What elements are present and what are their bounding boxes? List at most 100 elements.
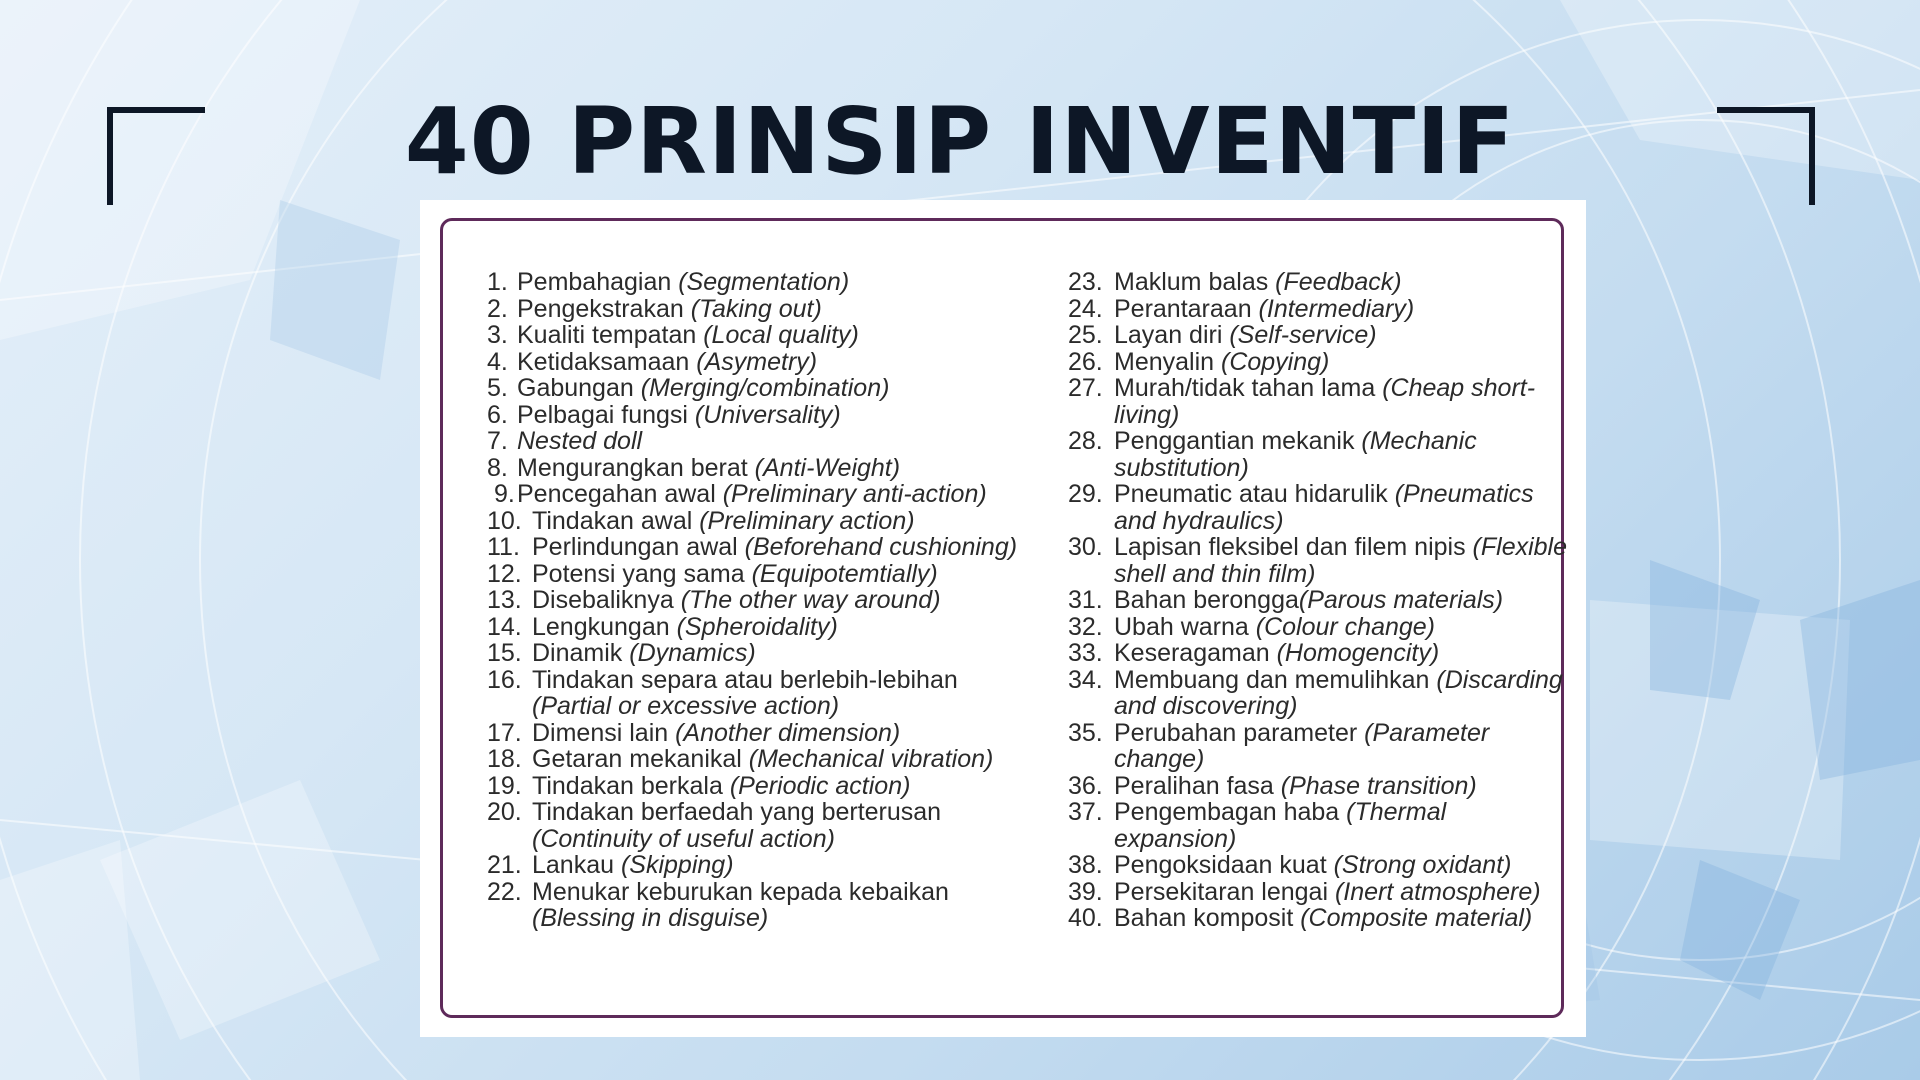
- principle-item: 12. Potensi yang sama (Equipotemtially): [487, 559, 1027, 588]
- principle-text: Tindakan berkala (Periodic action): [532, 771, 1027, 800]
- principle-english-term: (Blessing in disguise): [532, 904, 769, 932]
- principle-english-term: (Segmentation): [678, 268, 850, 296]
- principle-text: Lapisan fleksibel dan filem nipis (Flexi…: [1114, 534, 1568, 587]
- principle-number: 11.: [487, 533, 520, 561]
- principle-number: 21.: [487, 851, 522, 879]
- principle-item: 6. Pelbagai fungsi (Universality): [487, 400, 1027, 429]
- principle-malay-term: Bahan berongga: [1114, 586, 1299, 614]
- principle-english-term: (Mechanic substitution): [1114, 427, 1477, 482]
- principle-text: Persekitaran lengai (Inert atmosphere): [1114, 877, 1568, 906]
- principle-text: Menukar keburukan kepada kebaikan (Bless…: [532, 878, 1027, 932]
- principle-item: 20. Tindakan berfaedah yang berterusan (C…: [487, 799, 1027, 852]
- principle-text: Mengurangkan berat (Anti-Weight): [517, 453, 1027, 482]
- principle-malay-term: Perlindungan awal: [532, 533, 745, 561]
- principle-number: 23.: [1068, 268, 1103, 296]
- principle-malay-term: Menyalin: [1114, 347, 1221, 376]
- principle-text: Tindakan berfaedah yang berterusan (Cont…: [532, 799, 1027, 852]
- principle-malay-term: Lengkungan: [532, 612, 677, 641]
- principle-item: 5. Gabungan (Merging/combination): [487, 375, 1027, 402]
- principle-text: Dimensi lain (Another dimension): [532, 718, 1027, 747]
- principle-english-term: (Feedback): [1275, 268, 1402, 296]
- principle-malay-term: Keseragaman: [1114, 639, 1277, 667]
- principle-number: 10.: [487, 506, 522, 535]
- principle-number: 17.: [487, 718, 522, 747]
- principle-number: 36.: [1068, 771, 1103, 800]
- principle-item: 17. Dimensi lain (Another dimension): [487, 718, 1027, 747]
- principle-text: Tindakan awal (Preliminary action): [532, 506, 1027, 535]
- principle-item: 15. Dinamik (Dynamics): [487, 640, 1027, 667]
- principle-item: 28. Penggantian mekanik (Mechanic substit…: [1068, 428, 1568, 481]
- principle-english-term: (Flexible shell and thin film): [1114, 533, 1568, 588]
- principle-malay-term: Gabungan: [517, 374, 641, 402]
- principle-text: Pembahagian (Segmentation): [517, 269, 1027, 296]
- principle-english-term: (Discarding and discovering): [1114, 665, 1563, 720]
- principle-malay-term: Membuang dan memulihkan: [1114, 665, 1437, 694]
- principle-text: Murah/tidak tahan lama (Cheap short-livi…: [1114, 375, 1568, 428]
- principle-text: Membuang dan memulihkan (Discarding and …: [1114, 665, 1568, 720]
- principle-text: Bahan komposit (Composite material): [1114, 905, 1568, 932]
- principle-number: 26.: [1068, 347, 1103, 376]
- principle-malay-term: Dimensi lain: [532, 718, 676, 747]
- principle-english-term: (Inert atmosphere): [1334, 877, 1541, 906]
- principle-number: 37.: [1068, 798, 1103, 826]
- principle-number: 20.: [487, 798, 522, 826]
- principle-malay-term: Potensi yang sama: [532, 559, 752, 588]
- principle-english-term: (Continuity of useful action): [532, 824, 835, 853]
- principle-number: 33.: [1068, 639, 1103, 667]
- principle-number: 24.: [1068, 294, 1103, 323]
- principle-number: 16.: [487, 665, 522, 694]
- principle-malay-term: Pencegahan awal: [517, 480, 723, 508]
- principle-number: 31.: [1068, 586, 1103, 614]
- principle-text: Pencegahan awal (Preliminary anti-action…: [517, 481, 1027, 508]
- principle-number: 34.: [1068, 665, 1103, 694]
- principle-text: Bahan berongga(Parous materials): [1114, 587, 1568, 614]
- principle-english-term: (Beforehand cushioning): [744, 533, 1018, 561]
- principle-item: 18. Getaran mekanikal (Mechanical vibrati…: [487, 746, 1027, 773]
- principle-item: 33. Keseragaman (Homogencity): [1068, 640, 1568, 667]
- principles-panel: 1. Pembahagian (Segmentation) 2. Pengekstra…: [420, 200, 1586, 1037]
- corner-bracket-top-right: [1717, 107, 1815, 205]
- principle-text: Tindakan separa atau berlebih-lebihan (P…: [532, 666, 1027, 720]
- principle-malay-term: Peralihan fasa: [1114, 771, 1281, 800]
- principle-number: 4.: [487, 347, 508, 376]
- principle-number: 35.: [1068, 718, 1103, 747]
- principle-number: 15.: [487, 639, 522, 667]
- principle-number: 14.: [487, 612, 522, 641]
- principles-list-left: 1. Pembahagian (Segmentation) 2. Pengekstra…: [487, 269, 1027, 932]
- principle-item: 29. Pneumatic atau hidarulik (Pneumatics …: [1068, 481, 1568, 534]
- principle-number: 6.: [487, 400, 508, 429]
- principle-text: Gabungan (Merging/combination): [517, 375, 1027, 402]
- principle-english-term: (Anti-Weight): [754, 453, 901, 482]
- principle-number: 2.: [487, 294, 508, 323]
- principle-item: 19. Tindakan berkala (Periodic action): [487, 771, 1027, 800]
- principle-malay-term: Lankau: [532, 851, 621, 879]
- principle-number: 3.: [487, 321, 508, 349]
- principle-malay-term: Ubah warna: [1114, 612, 1256, 641]
- principle-text: Pelbagai fungsi (Universality): [517, 400, 1027, 429]
- principle-item: 36. Peralihan fasa (Phase transition): [1068, 771, 1568, 800]
- principle-english-term: (Asymetry): [696, 347, 818, 376]
- principle-text: Layan diri (Self-service): [1114, 322, 1568, 349]
- principle-text: Nested doll: [517, 428, 1027, 455]
- principle-malay-term: Pneumatic atau hidarulik: [1114, 480, 1395, 508]
- principle-text: Ubah warna (Colour change): [1114, 612, 1568, 641]
- principle-number: 40.: [1068, 904, 1103, 932]
- principle-english-term: (Parameter change): [1114, 718, 1490, 773]
- principle-malay-term: Pelbagai fungsi: [517, 400, 695, 429]
- principle-item: 16. Tindakan separa atau berlebih-lebihan…: [487, 665, 1027, 720]
- principle-item: 32. Ubah warna (Colour change): [1068, 612, 1568, 641]
- principle-item: 3. Kualiti tempatan (Local quality): [487, 322, 1027, 349]
- principle-english-term: (Periodic action): [729, 771, 911, 800]
- principle-item: 10. Tindakan awal (Preliminary action): [487, 506, 1027, 535]
- principle-english-term: (Copying): [1221, 347, 1330, 376]
- principle-text: Pengembagan haba (Thermal expansion): [1114, 799, 1568, 852]
- principle-malay-term: Perubahan parameter: [1114, 718, 1365, 747]
- principle-english-term: Nested doll: [517, 427, 643, 455]
- principle-malay-term: Dinamik: [532, 639, 630, 667]
- principle-item: 30. Lapisan fleksibel dan filem nipis (Fl…: [1068, 534, 1568, 587]
- principle-number: 1.: [487, 268, 508, 296]
- principle-text: Pengoksidaan kuat (Strong oxidant): [1114, 852, 1568, 879]
- principle-number: 27.: [1068, 374, 1103, 402]
- principle-malay-term: Tindakan awal: [532, 506, 700, 535]
- principle-english-term: (Equipotemtially): [751, 559, 938, 588]
